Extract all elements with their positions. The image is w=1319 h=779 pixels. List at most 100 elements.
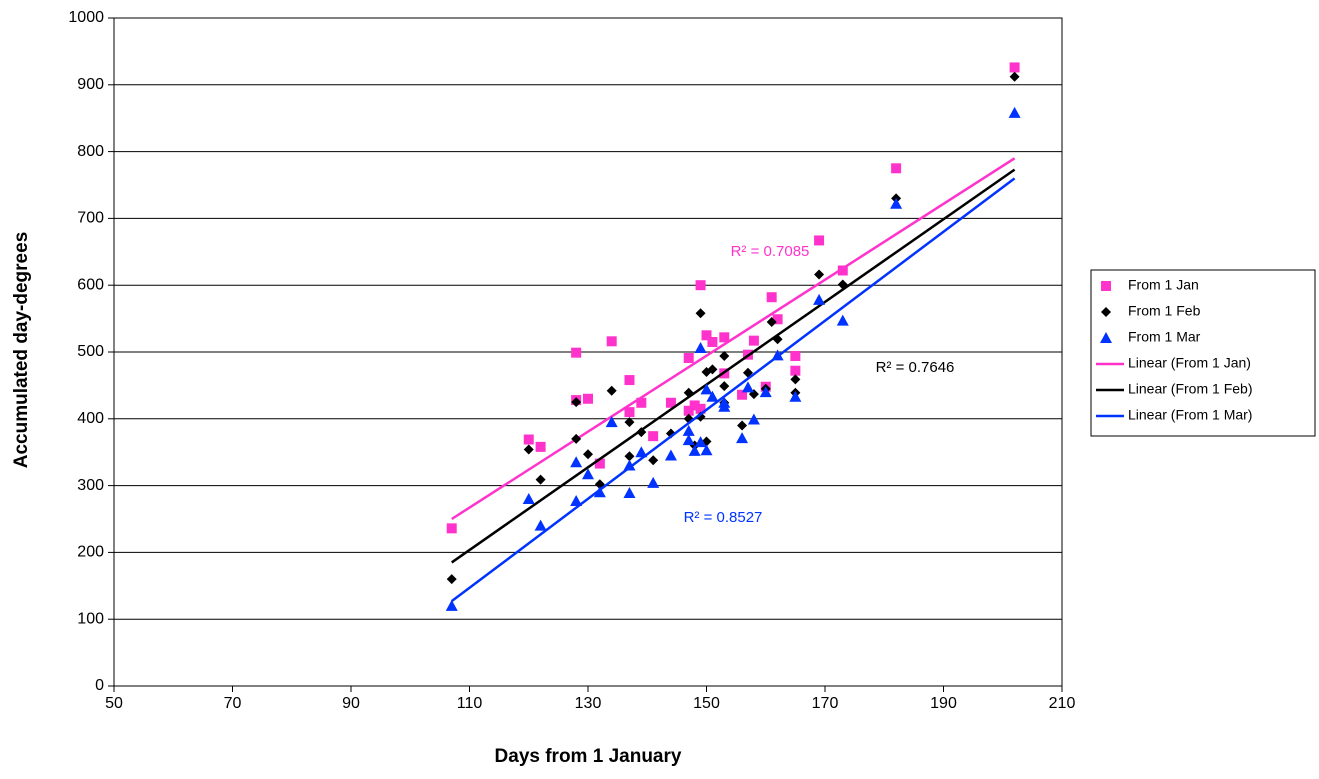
- x-tick-label: 110: [457, 695, 483, 712]
- plot-frame: [113, 17, 1063, 687]
- point: [535, 441, 546, 452]
- point: [683, 405, 694, 416]
- point: [707, 336, 718, 347]
- x-tick-label: 70: [224, 695, 242, 712]
- point: [836, 314, 849, 326]
- point: [706, 390, 719, 402]
- point: [624, 417, 635, 428]
- point: [535, 474, 546, 485]
- point: [747, 413, 760, 425]
- point: [759, 386, 772, 398]
- x-tick-label: 90: [342, 695, 360, 712]
- point: [624, 375, 635, 386]
- legend-box: [1090, 269, 1316, 437]
- legend-marker: [1101, 307, 1111, 317]
- x-tick-label: 190: [930, 695, 957, 712]
- point: [890, 197, 903, 209]
- legend-marker: [1100, 332, 1112, 343]
- point: [814, 269, 825, 280]
- point: [582, 468, 594, 480]
- point: [570, 494, 583, 506]
- legend-label: From 1 Mar: [1128, 329, 1201, 345]
- point: [719, 351, 730, 362]
- point: [683, 353, 694, 364]
- point: [772, 314, 783, 325]
- point: [570, 456, 583, 468]
- y-tick-label: 200: [77, 544, 104, 561]
- point: [719, 381, 730, 392]
- point: [766, 292, 777, 303]
- point: [583, 449, 593, 460]
- y-tick-label: 600: [77, 276, 104, 293]
- point: [718, 396, 731, 408]
- y-tick-label: 100: [77, 610, 104, 627]
- y-tick-label: 300: [77, 477, 104, 494]
- legend-label: Linear (From 1 Feb): [1128, 381, 1252, 397]
- point: [694, 436, 707, 448]
- point: [813, 293, 826, 305]
- point: [707, 364, 718, 375]
- point: [700, 383, 713, 395]
- legend-label: Linear (From 1 Mar): [1128, 407, 1252, 423]
- point: [523, 444, 534, 455]
- point: [647, 476, 660, 488]
- x-tick-label: 50: [105, 695, 123, 712]
- point: [682, 434, 695, 446]
- point: [594, 458, 605, 469]
- point: [665, 397, 676, 408]
- point: [648, 455, 659, 466]
- trendline: [451, 157, 1016, 521]
- point: [523, 434, 534, 445]
- point: [664, 449, 677, 461]
- point: [571, 433, 582, 444]
- point: [790, 351, 801, 362]
- point: [891, 163, 902, 174]
- point: [606, 385, 617, 396]
- point: [790, 374, 801, 385]
- point: [700, 444, 713, 456]
- point: [790, 365, 801, 376]
- point: [583, 393, 593, 404]
- point: [593, 486, 606, 498]
- point: [534, 519, 547, 531]
- point: [1009, 71, 1020, 82]
- point: [605, 416, 618, 428]
- point: [695, 280, 706, 291]
- y-tick-label: 1000: [68, 9, 104, 26]
- point: [737, 420, 748, 431]
- point: [636, 397, 647, 408]
- r2-annotation: R² = 0.7646: [876, 359, 955, 376]
- point: [571, 347, 582, 358]
- trendline: [450, 177, 1016, 603]
- point: [635, 446, 648, 458]
- point: [719, 332, 730, 343]
- y-tick-label: 900: [77, 76, 104, 93]
- point: [737, 389, 748, 400]
- point: [606, 336, 617, 347]
- point: [748, 335, 759, 346]
- point: [741, 381, 754, 393]
- point: [446, 574, 457, 585]
- point: [814, 235, 825, 246]
- point: [682, 424, 695, 436]
- point: [623, 459, 636, 471]
- y-tick-label: 0: [95, 677, 104, 694]
- point: [571, 397, 582, 408]
- point: [688, 444, 701, 456]
- point: [623, 486, 636, 498]
- point: [789, 390, 802, 402]
- point: [446, 523, 457, 534]
- legend-label: From 1 Feb: [1128, 303, 1201, 319]
- x-axis-label: Days from 1 January: [495, 746, 682, 767]
- point: [837, 265, 848, 276]
- point: [1009, 62, 1020, 73]
- x-tick-label: 170: [812, 695, 839, 712]
- r2-annotation: R² = 0.7085: [731, 243, 810, 260]
- point: [445, 599, 458, 611]
- point: [624, 451, 635, 462]
- y-tick-label: 400: [77, 410, 104, 427]
- point: [736, 432, 749, 444]
- point: [689, 400, 700, 411]
- y-tick-label: 800: [77, 143, 104, 160]
